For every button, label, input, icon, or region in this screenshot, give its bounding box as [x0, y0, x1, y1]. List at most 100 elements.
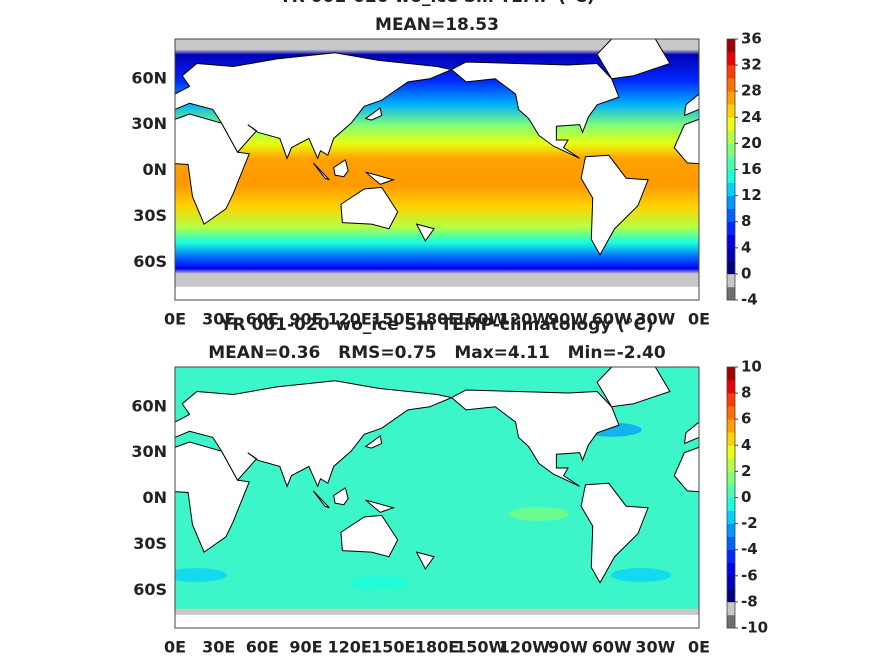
colorbar-segment	[727, 393, 735, 407]
map-stats: MEAN=18.53	[375, 15, 499, 35]
land	[837, 163, 853, 180]
colorbar-segment	[727, 458, 735, 472]
land	[364, 434, 383, 449]
land	[175, 380, 454, 488]
colorbar-label: 36	[741, 30, 762, 48]
land	[415, 223, 435, 242]
colorbar-segment	[727, 143, 735, 157]
land	[312, 490, 330, 509]
land	[580, 154, 649, 256]
land	[580, 482, 649, 584]
colorbar-label: 6	[741, 410, 751, 428]
lat-label: 60N	[131, 68, 167, 87]
colorbar-segment	[727, 39, 735, 53]
colorbar-label: 0	[741, 488, 751, 506]
colorbar-segment	[727, 104, 735, 118]
colorbar-label: 0	[741, 264, 751, 282]
lon-label: 30E	[202, 638, 235, 656]
colorbar-segment	[727, 471, 735, 485]
land	[333, 487, 349, 506]
land	[865, 515, 875, 556]
colorbar-segment	[727, 286, 735, 301]
land	[673, 118, 699, 165]
lon-label: 0E	[688, 310, 710, 329]
lat-label: 0N	[142, 488, 167, 507]
lon-label: 180E	[415, 310, 459, 329]
colorbar-segment	[727, 562, 735, 577]
land	[858, 160, 873, 177]
colorbar-segment	[727, 65, 735, 79]
colorbar-label: 20	[741, 134, 762, 152]
land	[683, 421, 699, 445]
colorbar-label: 12	[741, 186, 762, 204]
colorbar-label: 32	[741, 56, 762, 74]
map-area	[175, 39, 875, 300]
lon-label: 60E	[246, 638, 279, 656]
lon-label: 150E	[371, 310, 415, 329]
colorbar-label: -8	[741, 592, 758, 610]
lat-label: 60S	[133, 252, 167, 271]
colorbar-segment	[727, 601, 735, 616]
lon-label: 90E	[289, 638, 322, 656]
colorbar-segment	[727, 432, 735, 446]
colorbar-segment	[727, 78, 735, 92]
colorbar-label: -6	[741, 566, 758, 584]
colorbar-segment	[727, 614, 735, 629]
lon-label: 0E	[164, 638, 186, 656]
map-frame	[174, 38, 700, 301]
colorbar-segment	[727, 484, 735, 498]
lon-label: 90E	[289, 310, 322, 329]
colorbar-label: 24	[741, 108, 762, 126]
lon-label: 150W	[455, 638, 506, 656]
colorbar-segment	[727, 208, 735, 222]
land	[333, 159, 349, 178]
lon-label: 120E	[328, 638, 372, 656]
colorbar-label: 8	[741, 384, 751, 402]
land	[365, 171, 396, 185]
lat-label: 30S	[133, 206, 167, 225]
colorbar-label: 8	[741, 212, 751, 230]
land	[175, 52, 454, 160]
lat-label: 30S	[133, 534, 167, 553]
map-frame	[174, 366, 700, 629]
lat-label: 0N	[142, 160, 167, 179]
lon-label: 120W	[499, 638, 550, 656]
colorbar-segment	[727, 406, 735, 420]
colorbar-segment	[727, 536, 735, 550]
lon-label: 120W	[499, 310, 550, 329]
colorbar-segment	[727, 182, 735, 196]
land	[175, 441, 250, 553]
colorbar-segment	[727, 419, 735, 433]
land	[175, 113, 250, 225]
lon-label: 120E	[328, 310, 372, 329]
land	[415, 551, 435, 570]
colorbar-segment	[727, 588, 735, 603]
colorbar-segment	[727, 510, 735, 524]
anomaly-patch	[610, 568, 671, 583]
colorbar-segment	[727, 497, 735, 511]
colorbar-segment	[727, 575, 735, 590]
colorbar-label: 10	[741, 358, 762, 376]
map-panel: YR 001-020 wo_ice Sm TEMP (°C) MEAN=18.53…	[131, 0, 875, 329]
lon-label: 150E	[371, 638, 415, 656]
map-area	[175, 367, 875, 628]
anomaly-patch	[175, 568, 227, 583]
land	[340, 514, 399, 558]
colorbar-segment	[727, 260, 735, 275]
colorbar-label: 4	[741, 436, 751, 454]
colorbar-segment	[727, 445, 735, 459]
lon-label: 90W	[548, 310, 588, 329]
map-stats: MEAN=0.36 RMS=0.75 Max=4.11 Min=-2.40	[208, 343, 666, 363]
colorbar-label: 2	[741, 462, 751, 480]
colorbar-label: -10	[741, 619, 768, 637]
lat-label: 30N	[131, 442, 167, 461]
land	[450, 61, 620, 159]
map-panel: YR 001-020 wo_ice Sm TEMP-climatology (°…	[131, 315, 875, 656]
lon-label: 0E	[164, 310, 186, 329]
colorbar-label: 4	[741, 238, 751, 256]
land	[865, 187, 875, 228]
colorbar-segment	[727, 549, 735, 564]
lon-label: 0E	[688, 638, 710, 656]
